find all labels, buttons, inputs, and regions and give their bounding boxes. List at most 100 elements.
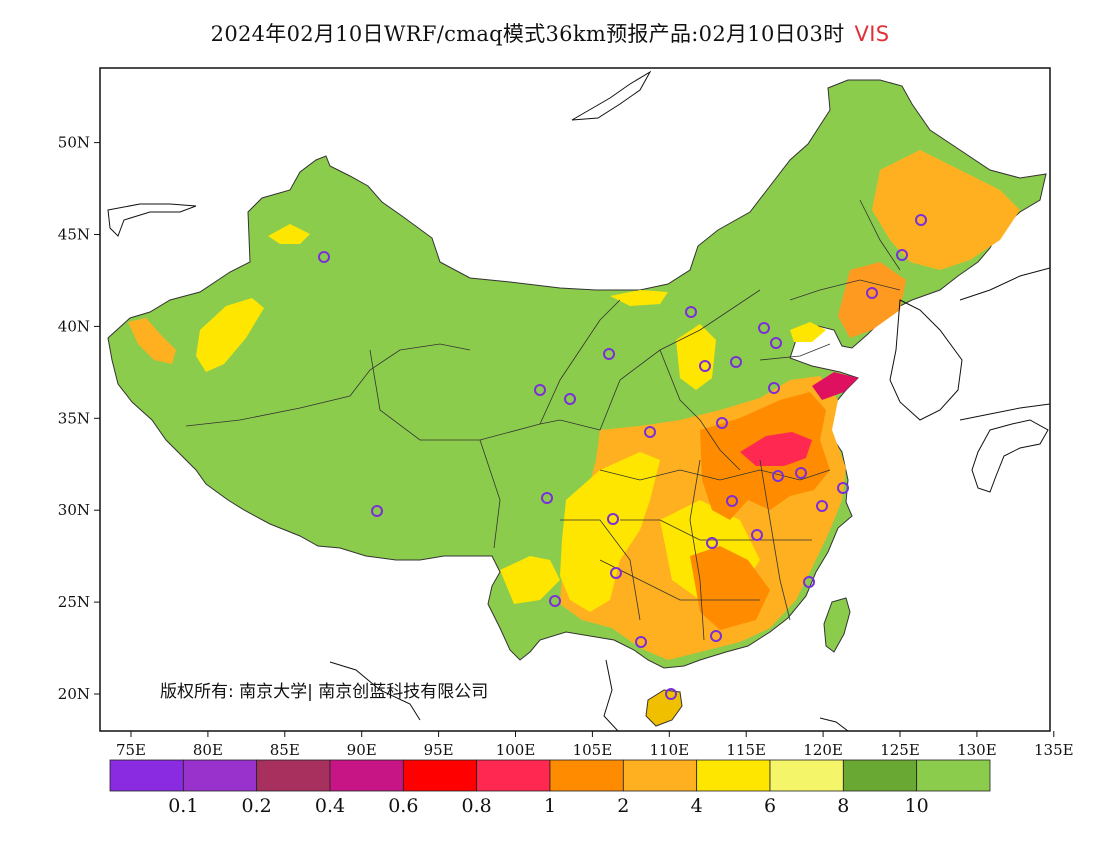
colorbar-label: 6 [764,795,776,817]
lon-tick-label: 80E [193,741,223,759]
colorbar-label: 0.4 [315,795,345,817]
colorbar-swatch [402,759,478,792]
station-marker [541,492,553,504]
colorbar-label: 0.2 [242,795,272,817]
lat-tick-label: 25N [58,593,90,611]
lon-tick-label: 125E [880,741,920,759]
station-marker [685,306,697,318]
station-marker [644,426,656,438]
station-markers [318,214,927,700]
map-content: 版权所有: 南京大学| 南京创蓝科技有限公司 [107,70,1050,731]
station-marker [866,287,878,299]
lat-tick-label: 30N [58,501,90,519]
station-marker [534,384,546,396]
colorbar-swatch [916,759,991,792]
lon-tick-label: 105E [573,741,613,759]
station-marker [564,393,576,405]
lon-tick-label: 120E [803,741,843,759]
vis-zone-inner-mongolia [610,290,668,306]
colorbar-label: 2 [617,795,629,817]
vis-zone-north-yellow [676,324,716,390]
station-marker [768,382,780,394]
vis-zone-red-huaihe [740,432,812,466]
colorbar-label: 0.6 [388,795,418,817]
colorbar-swatch [329,759,404,792]
station-marker [803,576,815,588]
station-marker [706,537,718,549]
vis-zone-xinjiang-west [196,298,264,372]
longitude-axis: 75E 80E 85E 90E 95E 100E 105E 110E 115E 120E 125E 1… [116,731,1074,759]
colorbar-label: 0.8 [462,795,492,817]
station-marker [837,482,849,494]
station-marker [710,630,722,642]
map-title: 2024年02月10日WRF/cmaq模式36km预报产品:02月10日03时 V… [0,18,1100,48]
colorbar-swatch [256,759,331,792]
colorbar-label: 4 [691,795,703,817]
variable-label: VIS [854,22,890,46]
colorbar-swatch [476,759,551,792]
lon-tick-label: 85E [270,741,300,759]
colorbar-swatch [549,759,624,792]
colorbar-swatch [622,759,698,792]
station-marker [726,495,738,507]
vis-zone-bohai-coast [790,322,826,342]
colorbar: 0.1 0.2 0.4 0.6 0.8 1 2 4 6 8 10 [109,759,991,817]
lon-tick-label: 75E [116,741,146,759]
lon-tick-label: 95E [424,741,454,759]
station-marker [607,513,619,525]
lat-tick-label: 20N [58,685,90,703]
station-marker [772,470,784,482]
lon-tick-label: 110E [650,741,690,759]
station-marker [816,500,828,512]
station-marker [665,688,677,700]
station-marker [915,214,927,226]
province-boundaries [185,199,901,641]
colorbar-swatch [182,759,258,792]
station-marker [318,251,330,263]
vis-zone-red-shandong [812,372,858,400]
vis-zone-xinjiang-sw [128,318,176,364]
colorbar-label: 8 [837,795,849,817]
station-marker [371,505,383,517]
neighbor-coastlines [107,70,1050,731]
station-marker [699,360,711,372]
station-marker [758,322,770,334]
copyright-text: 版权所有: 南京大学| 南京创蓝科技有限公司 [160,682,488,702]
station-marker [716,417,728,429]
colorbar-swatch [109,759,184,792]
lat-tick-label: 40N [58,317,90,335]
lon-tick-label: 90E [347,741,377,759]
lon-tick-label: 115E [726,741,766,759]
latitude-axis: 20N 25N 30N 35N 40N 45N 50N [58,134,100,703]
map-frame [99,67,1051,732]
vis-zone-darkorange-se [690,546,770,630]
lat-tick-label: 35N [58,409,90,427]
vis-zone-northeast [872,150,1020,270]
colorbar-swatch [769,759,844,792]
station-marker [610,567,622,579]
colorbar-label: 10 [905,795,929,817]
station-marker [549,595,561,607]
station-marker [635,636,647,648]
lon-tick-label: 100E [496,741,536,759]
station-marker [603,348,615,360]
vis-zone-xinjiang-north [268,224,310,244]
station-marker [896,249,908,261]
taiwan-island [823,597,851,653]
lat-tick-label: 45N [58,226,90,244]
station-marker [751,529,763,541]
lon-tick-label: 130E [957,741,997,759]
title-text: 2024年02月10日WRF/cmaq模式36km预报产品:02月10日03时 [210,22,845,46]
vis-zone-yellow-sw [560,452,660,612]
colorbar-swatch [842,759,918,792]
lat-tick-label: 50N [58,134,90,152]
vis-zone-yunnan [500,556,560,604]
station-marker [795,467,807,479]
station-marker [770,337,782,349]
station-marker [730,356,742,368]
colorbar-swatch [696,759,771,792]
colorbar-label: 0.1 [168,795,198,817]
lon-tick-label: 135E [1034,741,1074,759]
colorbar-label: 1 [544,795,556,817]
